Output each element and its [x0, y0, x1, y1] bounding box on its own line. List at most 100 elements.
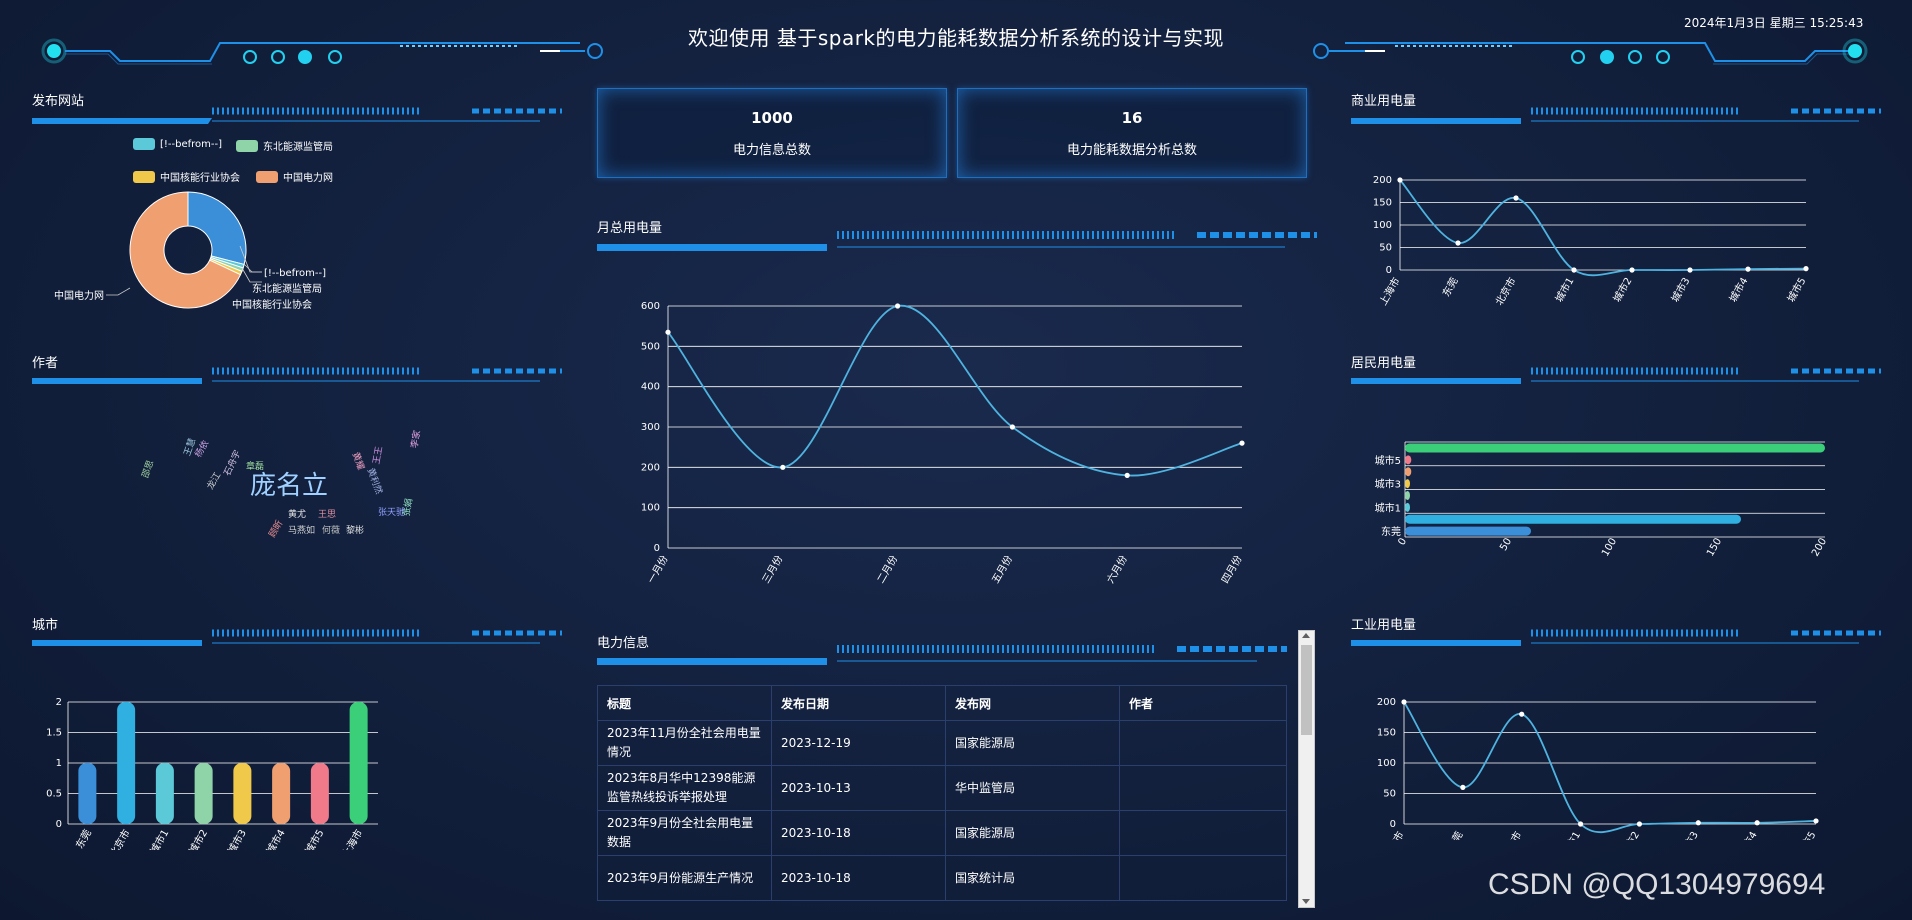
- table-cell-source: 华中监管局: [945, 765, 1120, 811]
- table-cell-source: 国家能源局: [945, 810, 1120, 856]
- word-cloud-word: 王思: [318, 510, 337, 520]
- x-tick-label: 城市1: [1559, 829, 1583, 840]
- x-tick-label: 五月份: [990, 554, 1015, 586]
- y-tick-label: 200: [1373, 175, 1392, 186]
- bar: [272, 763, 291, 824]
- table-cell-author: [1119, 810, 1287, 856]
- y-tick-label: 1: [56, 758, 62, 769]
- bar: [78, 763, 97, 824]
- datetime-display: 2024年1月3日 星期三 15:25:43: [1684, 16, 1864, 30]
- table-header-cell: 标题: [597, 685, 772, 721]
- x-tick-label: 城市5: [302, 827, 326, 850]
- word-cloud-word: 顾昕: [267, 518, 286, 540]
- scroll-down-arrow-icon[interactable]: [1302, 899, 1310, 904]
- bar: [1405, 479, 1410, 489]
- bar: [1405, 502, 1410, 512]
- bar: [1405, 514, 1741, 524]
- bar: [1405, 455, 1412, 465]
- panel-title-monthly-total: 月总用电量: [597, 221, 663, 236]
- x-tick-label: 上海市: [1376, 275, 1402, 307]
- y-tick-label: 600: [641, 301, 660, 312]
- table-row[interactable]: 2023年9月份能源生产情况 2023-10-18 国家统计局: [597, 855, 1287, 901]
- data-point: [1460, 784, 1466, 790]
- bar: [349, 702, 368, 824]
- page-title: 欢迎使用 基于spark的电力能耗数据分析系统的设计与实现: [687, 26, 1225, 50]
- y-tick-label: 0: [1386, 265, 1392, 276]
- legend-item[interactable]: 东北能源监管局: [236, 138, 333, 153]
- x-tick-label: 北京市: [106, 827, 132, 850]
- table-header-cell: 发布网: [945, 685, 1120, 721]
- y-tick-label: 100: [641, 503, 660, 514]
- table-cell-date: 2023-10-18: [771, 810, 946, 856]
- bar: [310, 763, 329, 824]
- bar: [1405, 526, 1531, 536]
- x-tick-label: 城市5: [1784, 275, 1808, 304]
- panel-title-industrial: 工业用电量: [1351, 618, 1417, 633]
- x-tick-label: 150: [1705, 536, 1724, 558]
- x-tick-label: 城市2: [1618, 829, 1642, 840]
- word-cloud-word: 张娟: [402, 497, 416, 518]
- word-cloud-word: 王王: [372, 445, 386, 466]
- x-tick-label: 二月份: [875, 554, 900, 586]
- donut-slice: [187, 191, 247, 266]
- bar: [1405, 490, 1410, 500]
- scroll-up-arrow-icon[interactable]: [1302, 633, 1310, 638]
- x-tick-label: 城市1: [1552, 275, 1576, 304]
- panel-title-decoration: [1351, 629, 1881, 646]
- slice-label: 东北能源监管局: [252, 282, 322, 295]
- table-cell-title: 2023年8月华中12398能源监管热线投诉举报处理: [597, 765, 772, 811]
- x-tick-label: 城市2: [1610, 275, 1634, 304]
- x-tick-label: 城市4: [1726, 275, 1750, 304]
- y-tick-label: 400: [641, 382, 660, 393]
- x-tick-label: 上海市: [339, 827, 365, 850]
- table-cell-title: 2023年9月份能源生产情况: [597, 855, 772, 901]
- monthly-total-line-chart: 0 100 200 300 400 500 600 一月份 三月份 二月份 五月份 六月份 四月份: [641, 301, 1245, 586]
- legend-item[interactable]: [!--befrom--]: [133, 138, 222, 150]
- data-point: [1519, 711, 1525, 717]
- legend-swatch: [236, 139, 258, 152]
- data-point: [1124, 472, 1130, 478]
- x-tick-label: 北京市: [1498, 829, 1524, 840]
- word-cloud-word: 黄利然: [364, 466, 384, 496]
- x-tick-label: 城市3: [225, 827, 249, 850]
- power-info-table: 标题 发布日期 发布网 作者 2023年11月份全社会用电量情况 2023-12…: [597, 685, 1287, 901]
- word-cloud-word: 李家: [410, 429, 424, 450]
- table-scrollbar[interactable]: [1298, 630, 1315, 908]
- data-point: [1577, 821, 1584, 827]
- word-cloud-word: 何薇: [322, 526, 341, 536]
- panel-title-power-info: 电力信息: [597, 636, 650, 651]
- table-row[interactable]: 2023年9月份全社会用电量数据 2023-10-18 国家能源局: [597, 810, 1287, 856]
- table-cell-author: [1119, 720, 1287, 766]
- panel-title-residential: 居民用电量: [1351, 356, 1417, 371]
- x-tick-label: 50: [1498, 536, 1514, 553]
- y-tick-label: 2: [56, 697, 62, 708]
- legend-item[interactable]: 中国核能行业协会: [133, 169, 240, 184]
- power-info-table-container: 标题 发布日期 发布网 作者 2023年11月份全社会用电量情况 2023-12…: [597, 685, 1287, 920]
- x-tick-label: 200: [1810, 536, 1829, 558]
- x-tick-label: 东莞: [1439, 275, 1460, 299]
- data-point: [1754, 820, 1760, 826]
- legend-item[interactable]: 中国电力网: [256, 169, 333, 184]
- panel-title-decoration: [1351, 367, 1881, 384]
- y-tick-label: 300: [641, 422, 660, 433]
- table-row[interactable]: 2023年8月华中12398能源监管热线投诉举报处理 2023-10-13 华中…: [597, 765, 1287, 811]
- scrollbar-thumb[interactable]: [1301, 645, 1312, 735]
- x-tick-label: 六月份: [1104, 554, 1129, 586]
- label-leader-line: [106, 287, 131, 296]
- table-cell-date: 2023-10-13: [771, 765, 946, 811]
- x-tick-label: 一月份: [645, 554, 670, 586]
- stat-card-analysis-total: 16 电力能耗数据分析总数: [957, 88, 1307, 178]
- x-tick-label: 城市5: [1794, 829, 1818, 840]
- table-row[interactable]: 2023年11月份全社会用电量情况 2023-12-19 国家能源局: [597, 720, 1287, 766]
- x-tick-label: 北京市: [1492, 275, 1518, 307]
- word-cloud-word: 黎彬: [346, 526, 365, 536]
- x-tick-label: 上海市: [1380, 829, 1406, 840]
- word-cloud-word: 龙江: [205, 470, 224, 492]
- y-tick-label: 150: [1377, 728, 1396, 739]
- x-tick-label: 四月份: [1219, 554, 1244, 586]
- author-word-cloud: 庞名立 黄尤 杨依 王慧 石舟宇 龙江 章磊 黄耀 王王 黄利然 张天驰 王思 马燕如 何薇 黎彬 张娟 邵思顾…: [110, 425, 470, 555]
- data-point: [1629, 267, 1635, 273]
- word-cloud-word: 章磊: [246, 462, 265, 472]
- table-header-cell: 作者: [1119, 685, 1287, 721]
